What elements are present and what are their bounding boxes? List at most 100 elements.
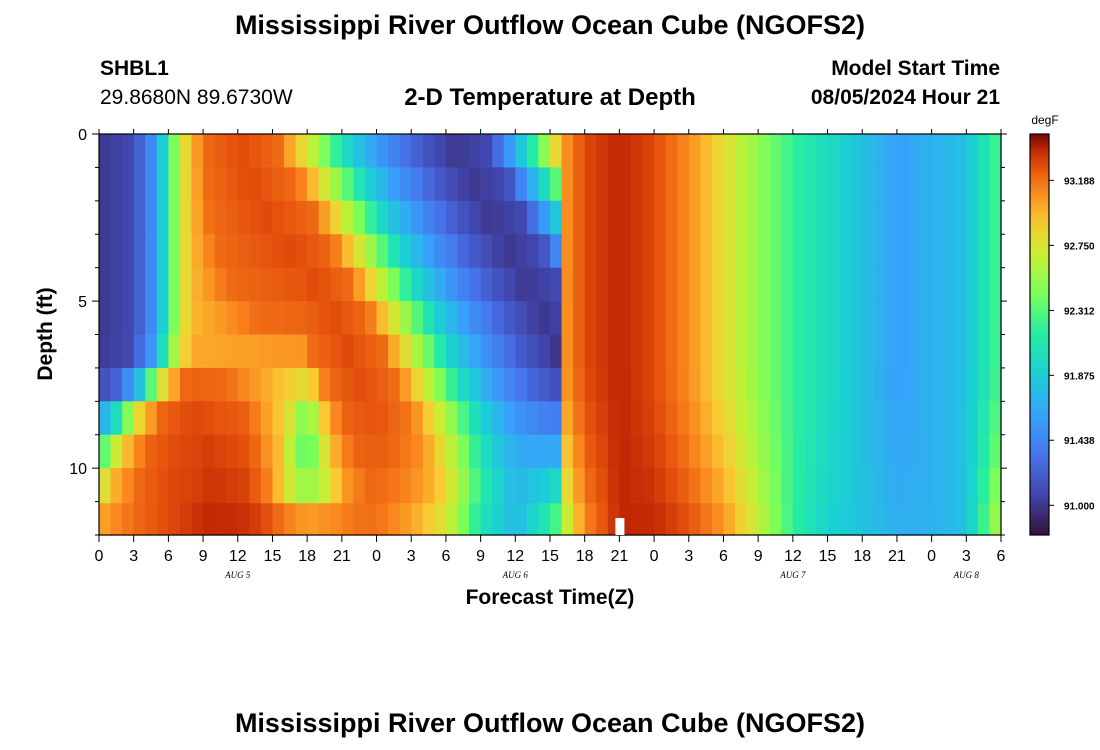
heatmap-cell bbox=[538, 301, 551, 336]
heatmap-cell bbox=[457, 167, 470, 202]
heatmap-cell bbox=[573, 134, 586, 169]
heatmap-cell bbox=[677, 301, 690, 336]
heatmap-cell bbox=[954, 468, 967, 504]
heatmap-cell bbox=[226, 301, 239, 336]
heatmap-cell bbox=[769, 134, 782, 169]
heatmap-cell bbox=[249, 200, 262, 235]
model-start-value: 08/05/2024 Hour 21 bbox=[810, 86, 1000, 109]
heatmap-cell bbox=[735, 401, 748, 436]
heatmap-cell bbox=[711, 167, 725, 202]
heatmap-cell bbox=[249, 434, 262, 469]
heatmap-cell bbox=[642, 468, 655, 504]
heatmap-cell bbox=[839, 267, 852, 302]
heatmap-cell bbox=[596, 301, 609, 336]
heatmap-cell bbox=[364, 401, 378, 436]
colorbar-tick-label: 92.750 bbox=[1064, 241, 1095, 252]
heatmap-cell bbox=[850, 334, 863, 369]
heatmap-cell bbox=[815, 200, 829, 235]
heatmap-cell bbox=[839, 167, 852, 202]
heatmap-cell bbox=[341, 468, 355, 504]
heatmap-cell bbox=[769, 468, 782, 504]
heatmap-cell bbox=[272, 267, 285, 302]
x-tick-label: 15 bbox=[264, 548, 282, 565]
heatmap-cell bbox=[920, 301, 933, 336]
heatmap-cell bbox=[885, 134, 898, 169]
x-tick-label: 21 bbox=[888, 548, 906, 565]
heatmap-cell bbox=[341, 367, 355, 402]
heatmap-cell bbox=[619, 468, 632, 504]
heatmap-cell bbox=[145, 301, 158, 336]
heatmap-cell bbox=[110, 468, 123, 504]
heatmap-cell bbox=[341, 234, 355, 269]
heatmap-cell bbox=[503, 401, 516, 436]
heatmap-cell bbox=[827, 334, 840, 369]
heatmap-cell bbox=[480, 234, 493, 269]
heatmap-cell bbox=[203, 301, 216, 336]
heatmap-cell bbox=[665, 301, 678, 336]
heatmap-cell bbox=[723, 167, 736, 202]
heatmap-cell bbox=[954, 401, 967, 436]
heatmap-cell bbox=[307, 367, 320, 402]
heatmap-cell bbox=[630, 167, 644, 202]
heatmap-cell bbox=[630, 267, 644, 302]
heatmap-cell bbox=[469, 367, 482, 402]
heatmap-cell bbox=[145, 134, 158, 169]
heatmap-cell bbox=[977, 434, 991, 469]
heatmap-cell bbox=[503, 301, 516, 336]
heatmap-cell bbox=[492, 367, 505, 402]
x-tick-label: 0 bbox=[372, 548, 381, 565]
heatmap-cell bbox=[99, 134, 112, 169]
heatmap-cell bbox=[573, 367, 586, 402]
heatmap-cell bbox=[908, 267, 921, 302]
heatmap-cell bbox=[931, 134, 944, 169]
heatmap-cell bbox=[526, 503, 540, 536]
heatmap-cell bbox=[515, 401, 528, 436]
heatmap-cell bbox=[376, 434, 389, 469]
heatmap-cell bbox=[110, 301, 123, 336]
heatmap-cell bbox=[908, 401, 921, 436]
heatmap-cell bbox=[642, 167, 655, 202]
heatmap-cell bbox=[122, 134, 135, 169]
heatmap-cell bbox=[307, 401, 320, 436]
heatmap-cell bbox=[469, 401, 482, 436]
heatmap-cell bbox=[804, 334, 817, 369]
heatmap-cell bbox=[260, 434, 274, 469]
heatmap-cell bbox=[561, 167, 574, 202]
heatmap-cell bbox=[989, 134, 1002, 169]
heatmap-cell bbox=[665, 468, 678, 504]
date-label: AUG 5 bbox=[224, 570, 251, 580]
heatmap-cell bbox=[792, 401, 806, 436]
heatmap-cell bbox=[434, 134, 447, 169]
x-tick-label: 12 bbox=[784, 548, 802, 565]
heatmap-cell bbox=[607, 301, 620, 336]
heatmap-cell bbox=[503, 468, 516, 504]
heatmap-cell bbox=[295, 401, 308, 436]
heatmap-cell bbox=[330, 301, 343, 336]
heatmap-cell bbox=[931, 267, 944, 302]
heatmap-cell bbox=[272, 234, 285, 269]
heatmap-cell bbox=[133, 267, 146, 302]
heatmap-cell bbox=[469, 267, 482, 302]
heatmap-cell bbox=[850, 301, 863, 336]
heatmap-cell bbox=[353, 234, 366, 269]
heatmap-cell bbox=[353, 200, 366, 235]
heatmap-cell bbox=[966, 401, 979, 436]
heatmap-cell bbox=[503, 200, 516, 235]
heatmap-cell bbox=[908, 301, 921, 336]
heatmap-cell bbox=[619, 401, 632, 436]
heatmap-cell bbox=[411, 301, 424, 336]
heatmap-cell bbox=[688, 234, 701, 269]
heatmap-cell bbox=[943, 301, 956, 336]
heatmap-cell bbox=[943, 434, 956, 469]
heatmap-cell bbox=[723, 334, 736, 369]
x-tick-label: 15 bbox=[541, 548, 559, 565]
heatmap-cell bbox=[943, 134, 956, 169]
heatmap-cell bbox=[133, 200, 146, 235]
heatmap-cell bbox=[746, 434, 759, 469]
heatmap-cell bbox=[920, 434, 933, 469]
heatmap-cell bbox=[908, 167, 921, 202]
heatmap-cell bbox=[654, 200, 667, 235]
heatmap-cell bbox=[977, 267, 991, 302]
heatmap-cell bbox=[781, 367, 794, 402]
heatmap-cell bbox=[434, 301, 447, 336]
